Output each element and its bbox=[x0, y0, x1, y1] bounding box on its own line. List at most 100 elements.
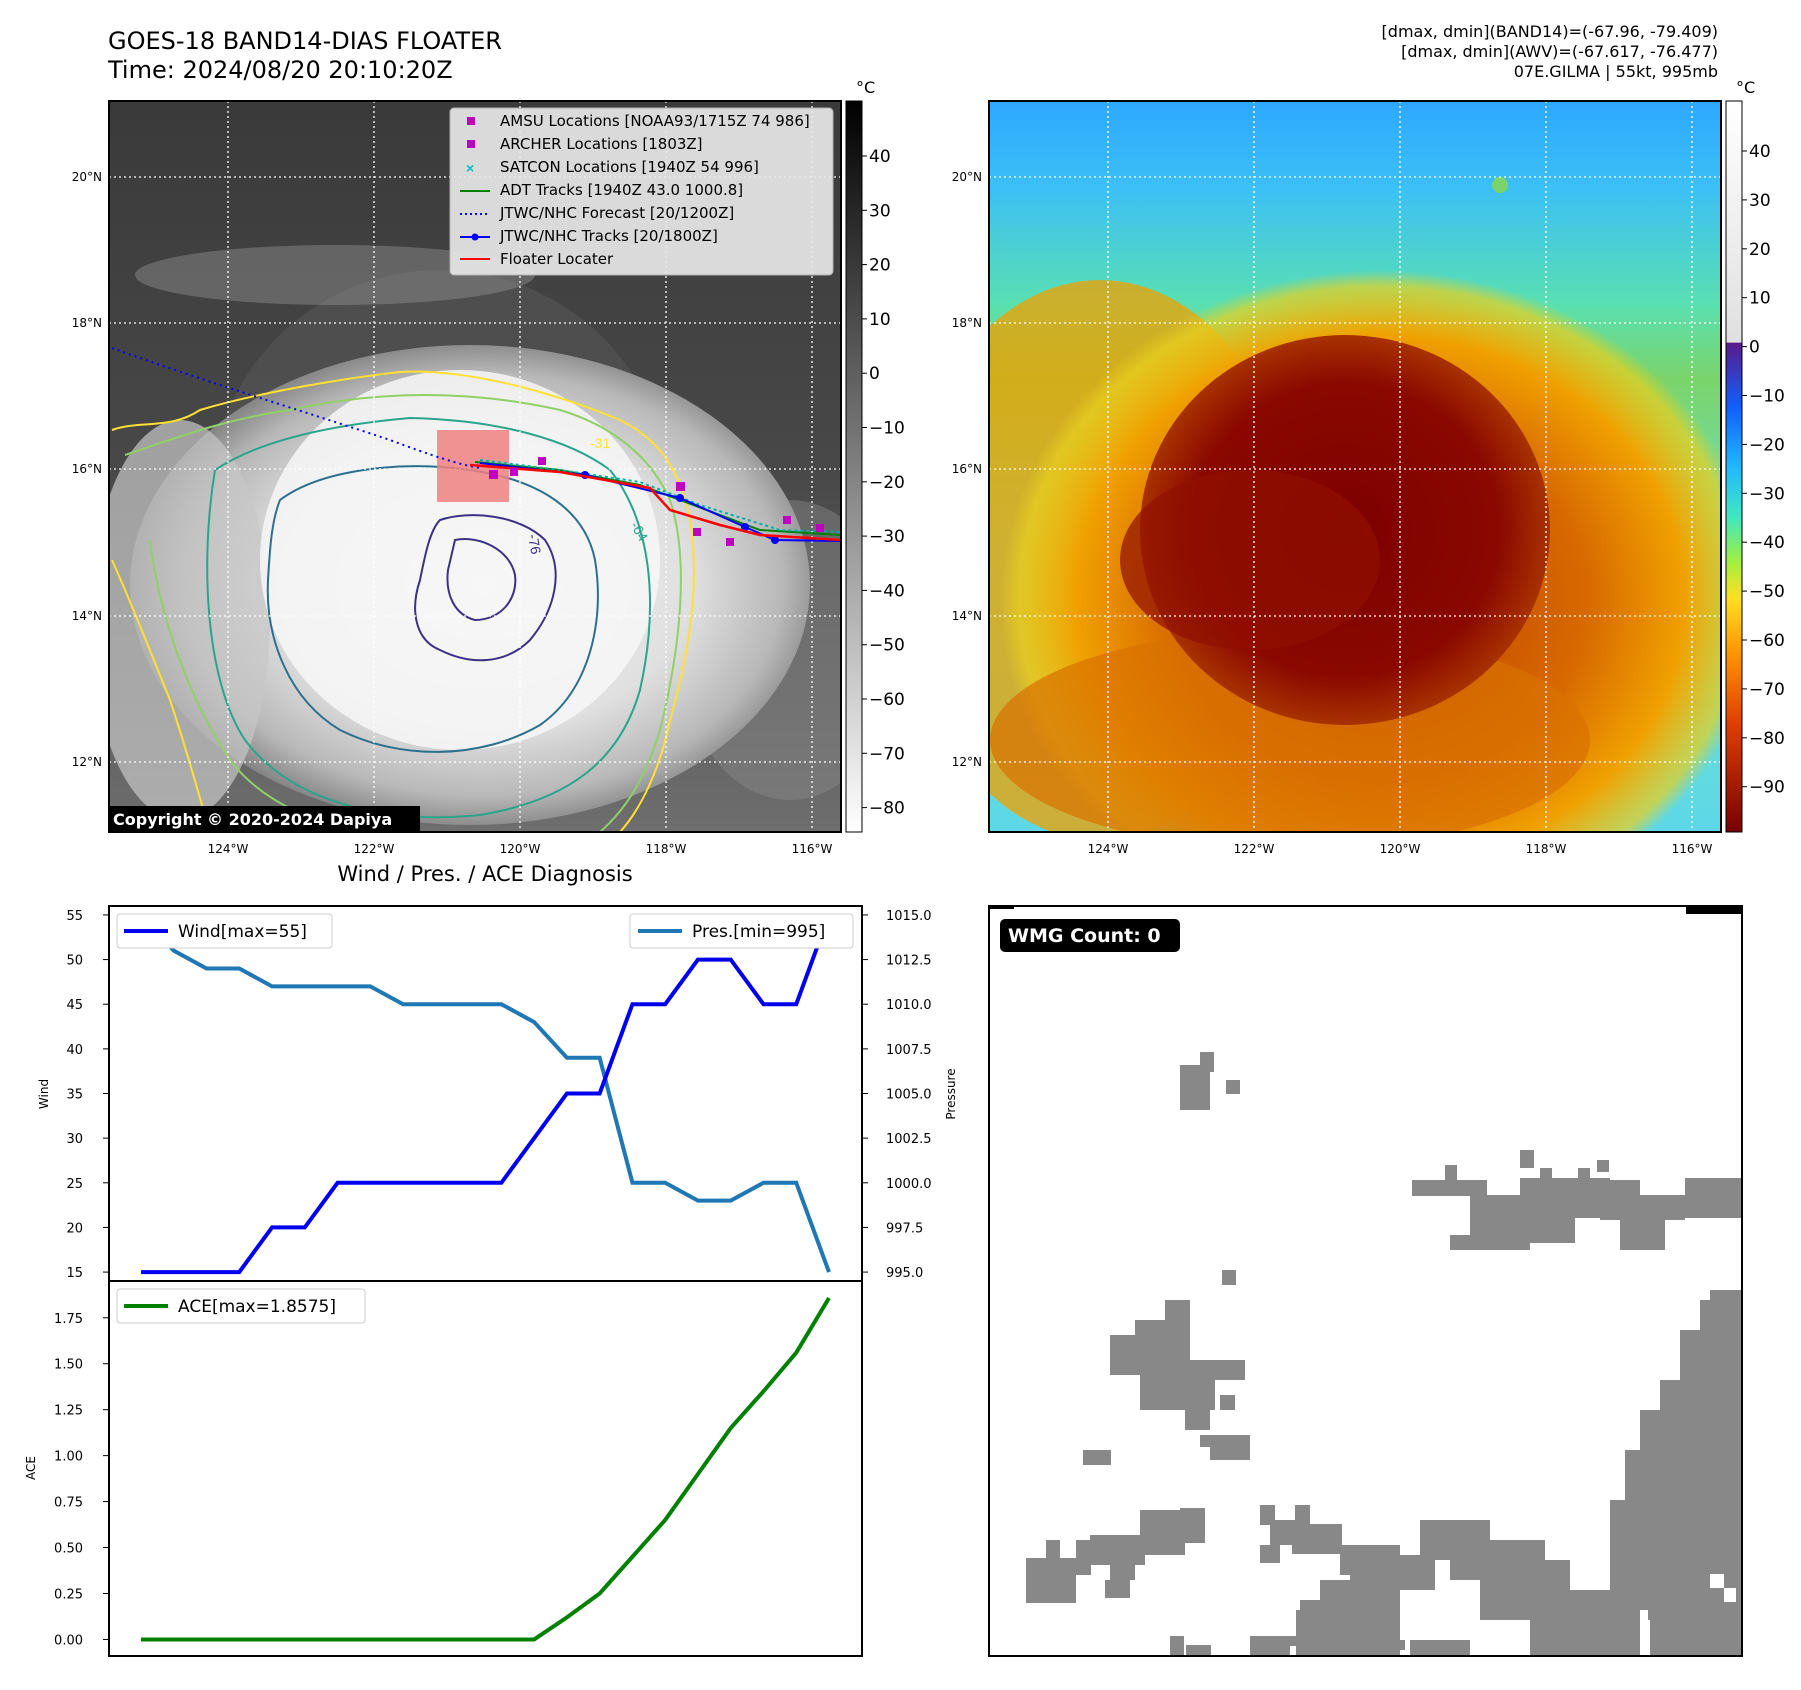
satcon-track bbox=[479, 459, 841, 533]
pressure-ytick-label: 1005.0 bbox=[886, 1088, 932, 1103]
ace-ytick-label: 0.75 bbox=[54, 1496, 83, 1511]
diagnosis-chart: 55 50 45 40 35 30 25 20 15 1015.0 1012.5 1010.0 1007… bbox=[24, 905, 958, 1657]
diagnosis-title: Wind / Pres. / ACE Diagnosis bbox=[337, 862, 633, 886]
title-line-2: Time: 2024/08/20 20:10:20Z bbox=[108, 56, 453, 84]
pressure-line bbox=[139, 913, 831, 1273]
chart-title: GOES-18 BAND14-DIAS FLOATER Time: 2024/0… bbox=[108, 27, 502, 85]
lat-label: 18°N bbox=[952, 316, 982, 330]
colorbar-right-tick-label: −60 bbox=[1749, 631, 1785, 651]
colorbar-right-tick-label: 10 bbox=[1749, 289, 1771, 309]
ace-ylabel: ACE bbox=[24, 1456, 38, 1480]
pressure-ylabel: Pressure bbox=[944, 1068, 958, 1119]
colorbar-left-tick-label: 40 bbox=[869, 147, 891, 167]
pressure-legend: Pres.[min=995] bbox=[629, 913, 854, 949]
colorbar-right-tick-label: 30 bbox=[1749, 191, 1771, 211]
pressure-ytick-label: 1010.0 bbox=[886, 998, 932, 1013]
wmg-panel: WMG Count: 0 bbox=[988, 905, 1743, 1657]
forecast-track bbox=[111, 347, 481, 469]
info-line-3: 07E.GILMA | 55kt, 995mb bbox=[1513, 62, 1718, 81]
lon-label: 118°W bbox=[1526, 842, 1567, 856]
wmg-white-holes bbox=[1400, 1574, 1736, 1640]
wmg-count-box bbox=[1000, 919, 1180, 952]
pressure-ytick-label: 1000.0 bbox=[886, 1177, 932, 1192]
colorbar-left-tick-label: −70 bbox=[869, 744, 905, 764]
legend-adt: ADT Tracks [1940Z 43.0 1000.8] bbox=[500, 181, 743, 199]
wind-legend: Wind[max=55] bbox=[116, 913, 333, 949]
lat-label: 12°N bbox=[72, 755, 102, 769]
colorbar-right-unit: °C bbox=[1736, 80, 1755, 97]
svg-text:×: × bbox=[466, 160, 474, 176]
colorbar-left-tick-label: −50 bbox=[869, 636, 905, 656]
legend-floater: Floater Locater bbox=[500, 250, 614, 268]
map-legend: × AMSU Locations [NOAA93/1715Z 74 986] A… bbox=[449, 107, 834, 276]
pressure-ytick-label: 1002.5 bbox=[886, 1132, 932, 1147]
wmg-edge-mark-2 bbox=[1686, 906, 1742, 914]
pressure-ytick-label: 997.5 bbox=[886, 1221, 923, 1236]
lon-label: 124°W bbox=[208, 842, 249, 856]
colorbar-left-tick-label: 0 bbox=[869, 364, 880, 384]
lon-label: 122°W bbox=[354, 842, 395, 856]
ace-legend: ACE[max=1.8575] bbox=[116, 1288, 366, 1324]
wind-line bbox=[141, 914, 831, 1275]
colorbar-left-tick-label: 10 bbox=[869, 310, 891, 330]
wmg-edge-mark-1 bbox=[989, 906, 1014, 909]
wind-ylabel: Wind bbox=[37, 1079, 51, 1109]
ace-ytick-label: 0.00 bbox=[54, 1633, 83, 1648]
colorbar-left-tick-label: 20 bbox=[869, 256, 891, 276]
legend-satcon: SATCON Locations [1940Z 54 996] bbox=[500, 158, 759, 176]
colorbar-left-tick-label: −30 bbox=[869, 527, 905, 547]
wmg-gray-cells bbox=[1026, 1052, 1742, 1656]
pressure-ytick-label: 1015.0 bbox=[886, 909, 932, 924]
ace-ytick-label: 0.25 bbox=[54, 1588, 83, 1603]
wind-ytick-label: 40 bbox=[66, 1043, 83, 1058]
copyright-box bbox=[109, 806, 420, 832]
ace-ytick-label: 1.50 bbox=[54, 1358, 83, 1373]
ace-frame bbox=[108, 1280, 863, 1657]
colorbar-left-unit: °C bbox=[856, 80, 875, 97]
copyright-text: Copyright © 2020-2024 Dapiya bbox=[113, 810, 392, 829]
wind-ytick-label: 50 bbox=[66, 954, 83, 969]
colorbar-right-tick-label: −50 bbox=[1749, 582, 1785, 602]
colorbar-right-tick-label: −90 bbox=[1749, 778, 1785, 798]
map-right-lon-labels: 124°W 122°W 120°W 118°W 116°W bbox=[1088, 842, 1713, 856]
title-line-1: GOES-18 BAND14-DIAS FLOATER bbox=[108, 27, 502, 55]
colorbar-right-tick-label: −20 bbox=[1749, 435, 1785, 455]
colorbar-right-tick-label: 0 bbox=[1749, 338, 1760, 358]
lon-label: 122°W bbox=[1234, 842, 1275, 856]
colorbar-right-tick-label: −10 bbox=[1749, 387, 1785, 407]
lon-label: 124°W bbox=[1088, 842, 1129, 856]
map-frame-left bbox=[108, 100, 842, 833]
amsu-archer-points bbox=[489, 457, 824, 546]
ace-plot: 1.75 1.50 1.25 1.00 0.75 0.50 0.25 0.00 bbox=[54, 1296, 831, 1648]
contour-label-1: -31 bbox=[590, 435, 610, 451]
map-right-lat-labels: 20°N 18°N 16°N 14°N 12°N bbox=[952, 170, 982, 769]
lon-label: 116°W bbox=[1672, 842, 1713, 856]
info-line-2: [dmax, dmin](AWV)=(-67.617, -76.477) bbox=[1401, 42, 1718, 61]
wind-legend-label: Wind[max=55] bbox=[178, 922, 307, 942]
floater-track bbox=[469, 463, 841, 542]
colorbar-left-tick-label: −60 bbox=[869, 690, 905, 710]
map-right-gridlines bbox=[989, 101, 1721, 832]
map-left-lat-labels: 20°N 18°N 16°N 14°N 12°N bbox=[72, 170, 102, 769]
colorbar-right-tick-label: 20 bbox=[1749, 240, 1771, 260]
colorbar-right-ticks: 40 30 20 10 0 −10 −20 −30 −40 −50 −60 −70 −80 −90 bbox=[1742, 142, 1785, 798]
colorbar-right-tick-label: −80 bbox=[1749, 729, 1785, 749]
lat-label: 16°N bbox=[952, 462, 982, 476]
lat-label: 20°N bbox=[952, 170, 982, 184]
colorbar-left-tick-label: −40 bbox=[869, 581, 905, 601]
legend-archer: ARCHER Locations [1803Z] bbox=[500, 135, 703, 153]
wind-ytick-label: 45 bbox=[66, 998, 83, 1013]
ir-map-panel: -31 -76 -64 × AMSU Locations [NOAA93/171… bbox=[72, 80, 905, 856]
wind-ytick-label: 55 bbox=[66, 909, 83, 924]
map-frame-right bbox=[988, 100, 1722, 833]
contour-yellow bbox=[111, 370, 695, 832]
wind-ytick-label: 35 bbox=[66, 1088, 83, 1103]
lon-label: 116°W bbox=[792, 842, 833, 856]
colorbar-right-tick-label: −40 bbox=[1749, 533, 1785, 553]
colorbar-right-tick-label: −30 bbox=[1749, 484, 1785, 504]
wmg-count-label: WMG Count: 0 bbox=[1008, 925, 1161, 947]
lon-label: 120°W bbox=[1380, 842, 1421, 856]
wind-pres-frame bbox=[108, 905, 863, 1282]
colorbar-left-tick-label: −20 bbox=[869, 473, 905, 493]
ace-line bbox=[141, 1296, 831, 1642]
